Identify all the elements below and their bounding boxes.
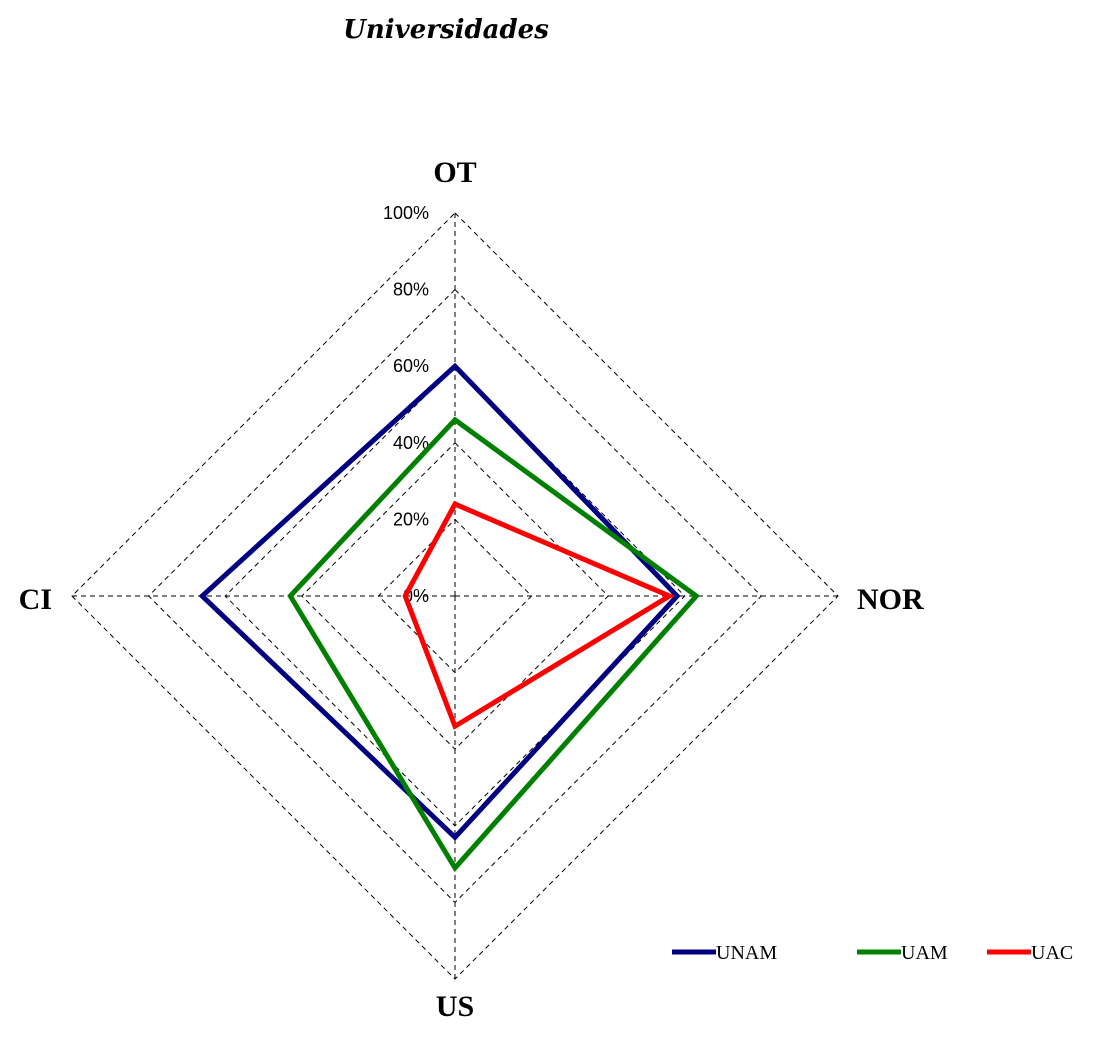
tick-label: 100% [383,203,429,223]
tick-label: 20% [393,509,429,529]
legend-label: UNAM [716,942,777,964]
tick-labels: 0%20%40%60%80%100% [383,203,429,606]
series-unam [198,362,681,841]
legend-label: UAM [901,942,948,964]
series-uam [287,416,700,873]
series-uac [402,500,675,730]
axis-label-us: US [436,990,474,1023]
tick-label: 80% [393,280,429,300]
axis-label-nor: NOR [857,583,924,616]
legend-label: UAC [1031,942,1073,964]
grid-lines [71,212,839,980]
tick-label: 40% [393,433,429,453]
chart-title: Universidades [343,15,549,45]
tick-label: 60% [393,356,429,376]
series-layer [198,362,700,873]
axis-label-ot: OT [433,156,476,189]
axis-label-ci: CI [19,583,52,616]
legend: UNAM UAM UAC [672,942,1073,964]
